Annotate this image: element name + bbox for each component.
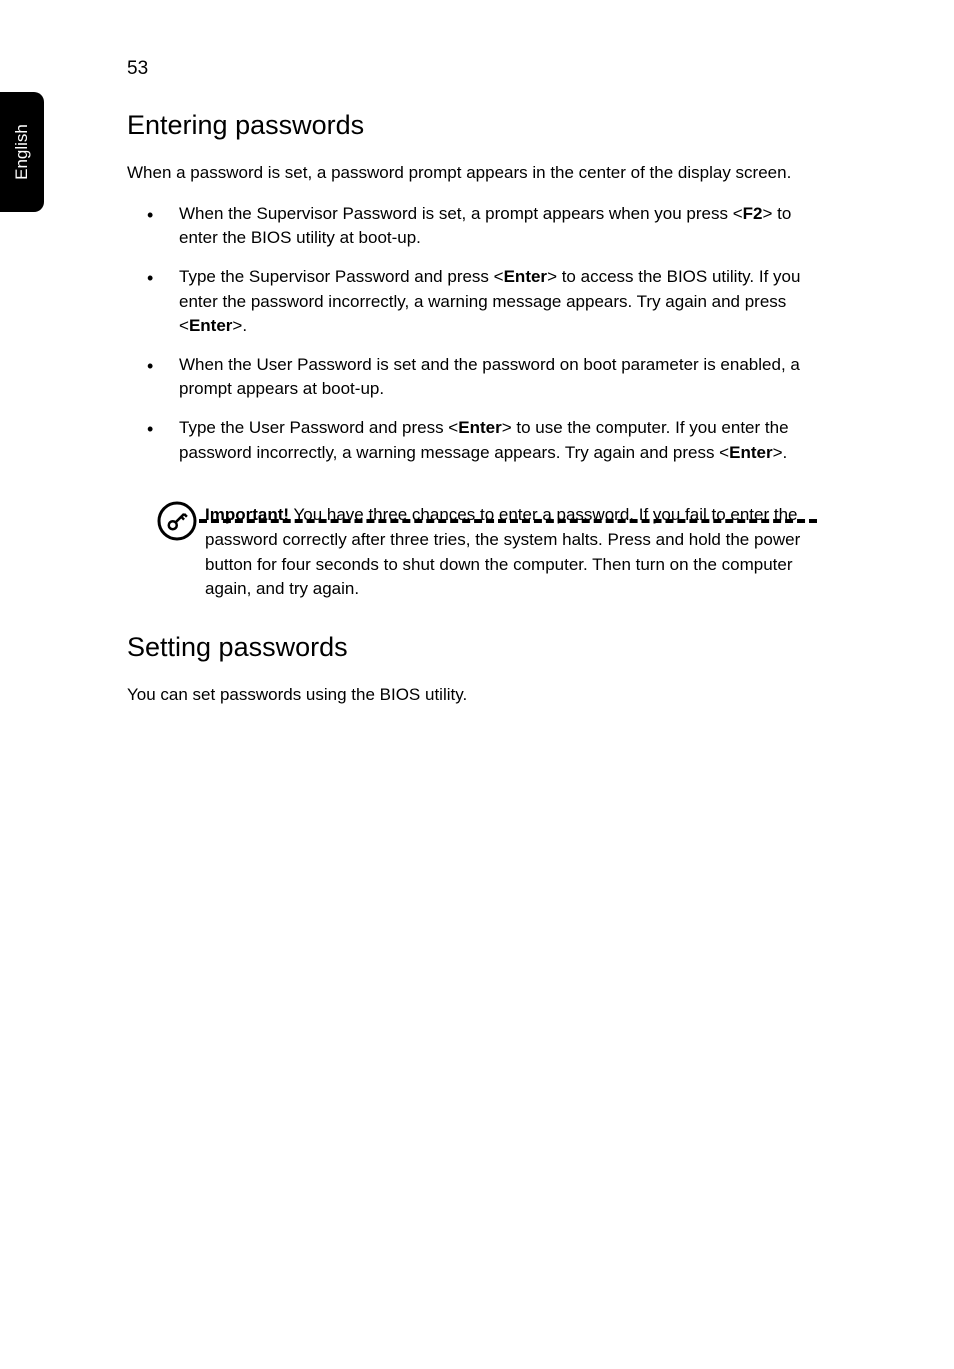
key-icon xyxy=(157,501,197,541)
callout-divider xyxy=(199,519,817,523)
bullet-item: Type the Supervisor Password and press <… xyxy=(127,265,817,339)
bullet-item: When the Supervisor Password is set, a p… xyxy=(127,202,817,251)
language-tab-label: English xyxy=(12,124,32,180)
language-tab: English xyxy=(0,92,44,212)
bullet-list: When the Supervisor Password is set, a p… xyxy=(127,202,817,466)
setting-passwords-body: You can set passwords using the BIOS uti… xyxy=(127,683,817,708)
page-content: Entering passwords When a password is se… xyxy=(127,110,817,724)
callout-text: Important! You have three chances to ent… xyxy=(205,503,817,602)
heading-entering-passwords: Entering passwords xyxy=(127,110,817,141)
bullet-item: When the User Password is set and the pa… xyxy=(127,353,817,402)
heading-setting-passwords: Setting passwords xyxy=(127,632,817,663)
bullet-item: Type the User Password and press <Enter>… xyxy=(127,416,817,465)
important-callout: Important! You have three chances to ent… xyxy=(127,503,817,602)
page-number: 53 xyxy=(127,58,148,80)
intro-paragraph: When a password is set, a password promp… xyxy=(127,161,817,186)
